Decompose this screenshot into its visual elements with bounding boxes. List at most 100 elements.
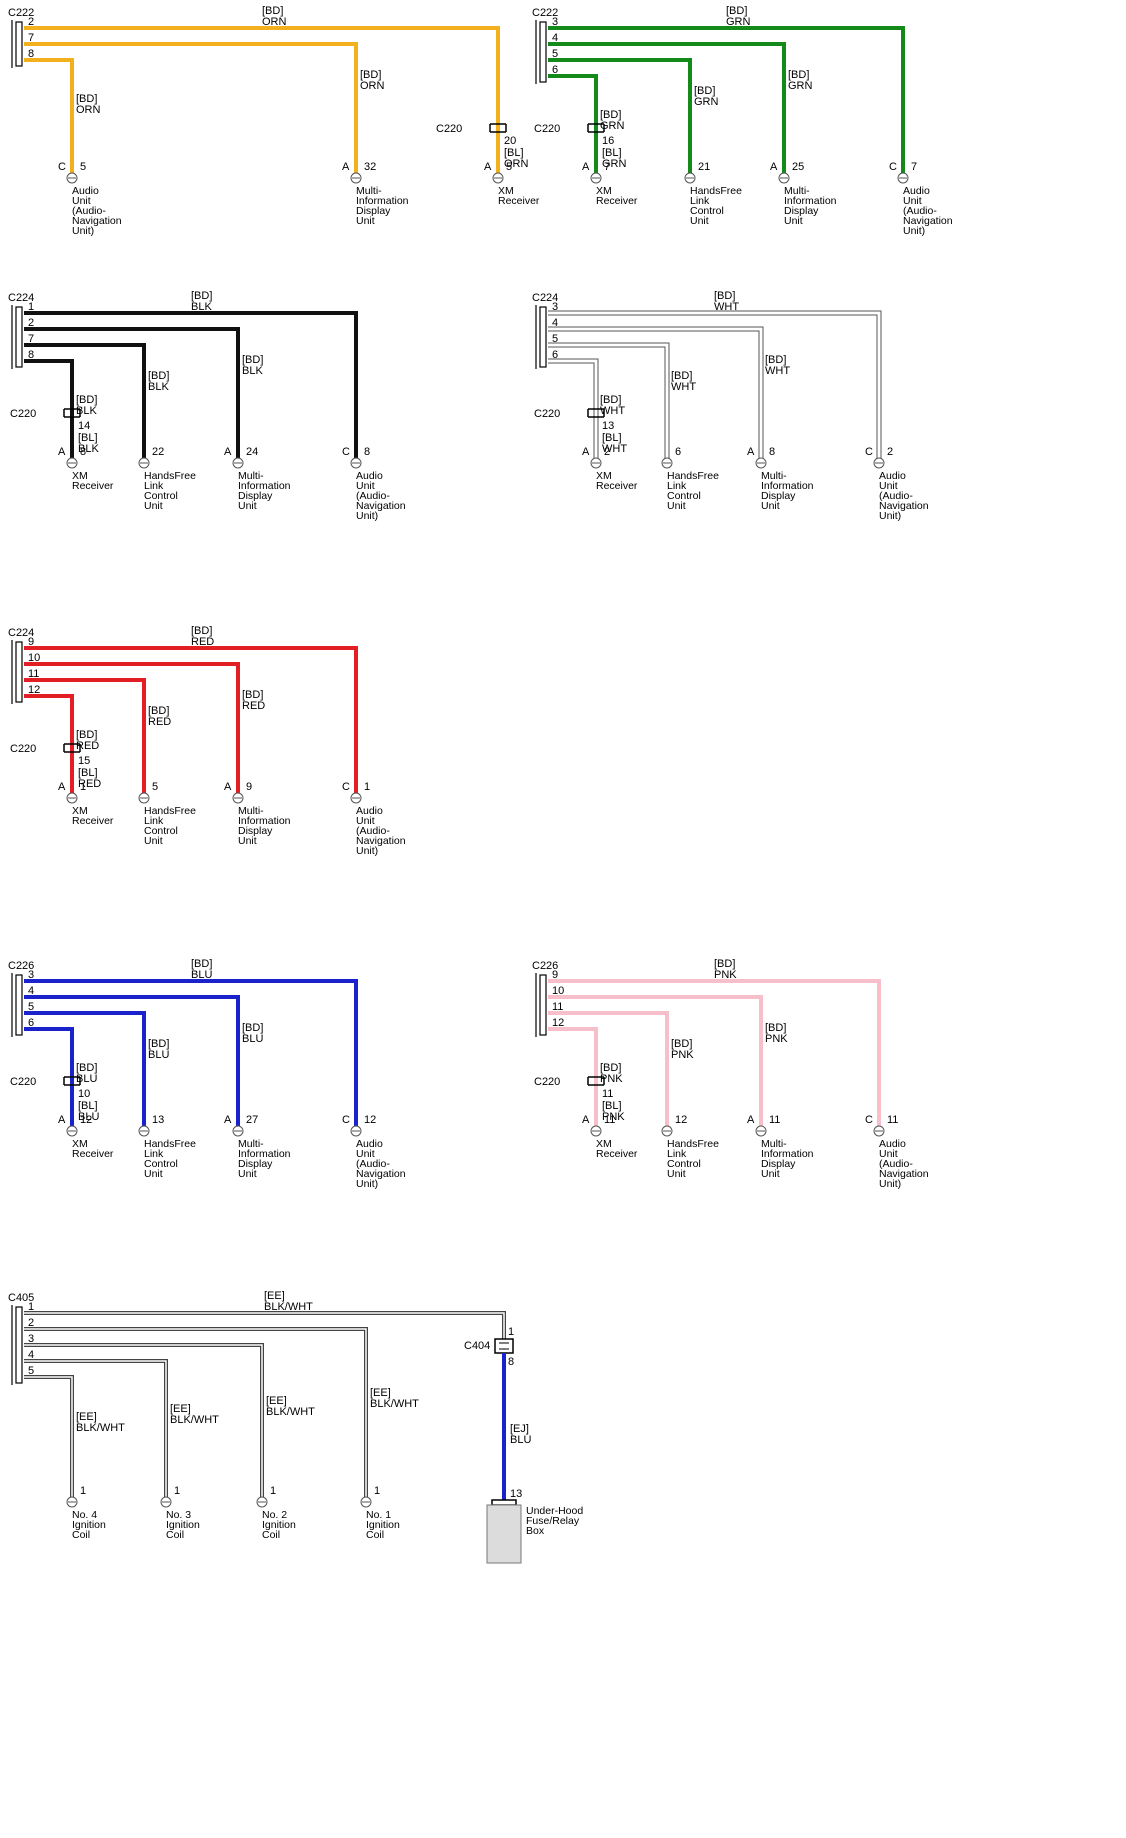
- device-name: Unit: [903, 195, 922, 207]
- pin-number: 8: [28, 48, 34, 60]
- terminal-pin: 2: [604, 446, 610, 458]
- branch-wire: [24, 678, 146, 796]
- wire-label-color: PNK: [765, 1033, 788, 1045]
- device-name: Receiver: [498, 195, 540, 207]
- pin-number: 4: [552, 32, 558, 44]
- device-name: Information: [238, 480, 291, 492]
- device-name: Coil: [166, 1529, 184, 1541]
- terminal-pin: 24: [246, 446, 258, 458]
- inline-connector-label: C220: [534, 1076, 560, 1088]
- pin-number: 12: [552, 1017, 564, 1029]
- bus-wire: [24, 26, 500, 176]
- connector-side: C: [342, 781, 350, 793]
- wire-label-code: [BD]: [788, 69, 809, 81]
- device-name: Audio: [356, 805, 383, 817]
- inline-connector-label: C220: [436, 123, 462, 135]
- bus-wire: [548, 26, 905, 176]
- bus-label-color: GRN: [726, 16, 751, 28]
- pin-number: 3: [28, 969, 34, 981]
- terminal-pin: 1: [80, 1485, 86, 1497]
- device-name: Ignition: [366, 1519, 400, 1531]
- bus-label-code: [BD]: [191, 290, 212, 302]
- device-name: Receiver: [596, 480, 638, 492]
- device-name: Audio: [903, 185, 930, 197]
- bus-label-color: RED: [191, 636, 214, 648]
- device-name: Display: [784, 205, 819, 217]
- fuse-box-name: Under-Hood: [526, 1505, 583, 1517]
- device-name: Information: [238, 815, 291, 827]
- device-name: Navigation: [356, 1168, 406, 1180]
- device-name: No. 3: [166, 1509, 191, 1521]
- connector-label: C226: [8, 960, 34, 972]
- wire-label-code: [BL]: [78, 1100, 98, 1112]
- branch-wire-outline: [24, 1375, 74, 1500]
- terminal-pin: 11: [887, 1114, 898, 1126]
- wire-label-code: [BD]: [600, 394, 621, 406]
- device-name: Unit: [356, 1148, 375, 1160]
- device-name: Unit: [144, 1168, 163, 1180]
- fuse-box-name: Fuse/Relay: [526, 1515, 580, 1527]
- terminal-pin: 11: [769, 1114, 780, 1126]
- inline-connector-icon: [587, 1076, 605, 1086]
- device-name: Unit): [72, 225, 94, 237]
- wire-label-color: BLK/WHT: [76, 1422, 125, 1434]
- inline-connector-icon: [587, 408, 605, 418]
- connector-label: C222: [532, 7, 558, 19]
- wire-label-color: ORN: [504, 158, 529, 170]
- device-name: Display: [761, 1158, 796, 1170]
- wire-label-code: [BD]: [148, 705, 169, 717]
- device-name: Multi-: [238, 805, 264, 817]
- device-name: HandsFree: [667, 470, 719, 482]
- device-name: Navigation: [879, 1168, 929, 1180]
- pin-number: 1: [28, 1301, 34, 1313]
- bus-wire: [548, 311, 881, 461]
- connector-block: [539, 974, 547, 1036]
- device-name: Unit): [356, 510, 378, 522]
- device-name: Unit: [667, 500, 686, 512]
- branch-wire: [548, 359, 598, 461]
- device-name: Unit: [144, 500, 163, 512]
- branch-wire: [548, 58, 692, 176]
- terminal-pin: 6: [675, 446, 681, 458]
- wire-label-code: [EE]: [170, 1403, 191, 1415]
- device-name: Receiver: [596, 1148, 638, 1160]
- device-name: Audio: [879, 1138, 906, 1150]
- pin-number: 5: [28, 1365, 34, 1377]
- inline-connector-label: C220: [10, 408, 36, 420]
- wire-label-color: WHT: [765, 365, 790, 377]
- terminal-pin: 1: [270, 1485, 276, 1497]
- wire-label-color: BLK/WHT: [370, 1398, 419, 1410]
- wire-label-code: [BD]: [242, 689, 263, 701]
- device-name: XM: [72, 470, 88, 482]
- connector-label: C224: [8, 627, 34, 639]
- connector-side: A: [342, 161, 350, 173]
- wire-label-code: [BD]: [694, 85, 715, 97]
- device-name: Unit): [879, 510, 901, 522]
- connector-side: C: [865, 1114, 873, 1126]
- wire-label-color: BLK: [76, 405, 97, 417]
- device-name: Unit): [356, 845, 378, 857]
- device-name: Link: [667, 480, 687, 492]
- device-name: Control: [667, 490, 701, 502]
- device-name: Unit: [784, 215, 803, 227]
- connector-side: A: [224, 1114, 232, 1126]
- device-name: HandsFree: [667, 1138, 719, 1150]
- device-name: Display: [238, 1158, 273, 1170]
- terminal-pin: 5: [80, 161, 86, 173]
- branch-wire: [24, 694, 74, 796]
- bus-label-color: BLU: [191, 969, 212, 981]
- branch-wire: [24, 343, 146, 461]
- device-name: Control: [144, 825, 178, 837]
- connector-side: A: [582, 446, 590, 458]
- fuse-box-terminal: [491, 1499, 517, 1506]
